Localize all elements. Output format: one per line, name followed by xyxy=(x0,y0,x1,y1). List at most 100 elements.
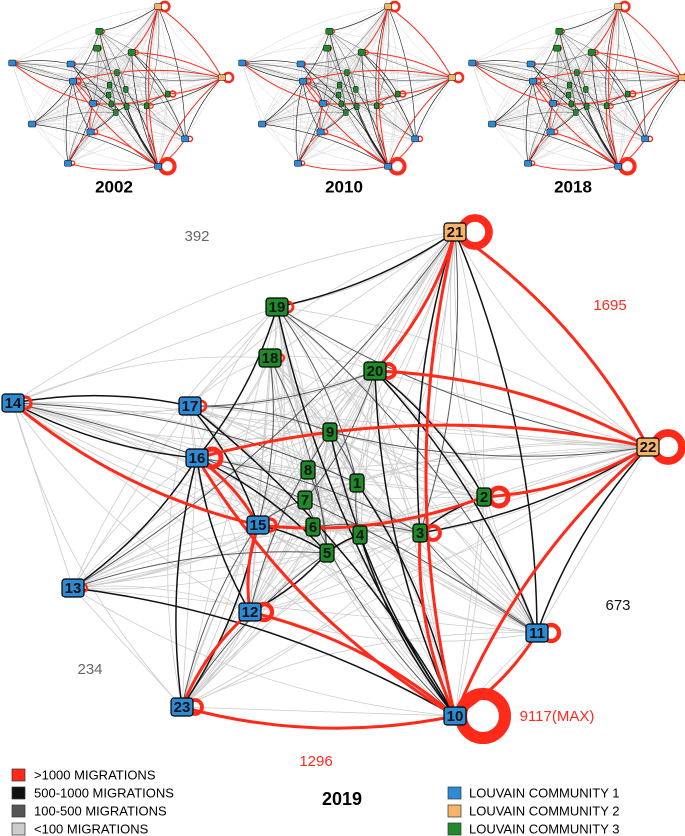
edge xyxy=(559,31,682,78)
legend-swatch xyxy=(11,768,26,782)
edge xyxy=(293,63,301,164)
node xyxy=(677,74,685,81)
node xyxy=(296,60,305,68)
edge xyxy=(359,370,376,536)
edge xyxy=(126,77,222,107)
node xyxy=(636,437,660,457)
node xyxy=(353,86,359,93)
edge xyxy=(31,6,159,125)
edge xyxy=(68,163,159,167)
edge xyxy=(527,162,619,171)
edge xyxy=(31,31,100,125)
edge xyxy=(492,123,619,167)
legend-swatch xyxy=(11,822,26,836)
edge xyxy=(93,103,186,140)
edge xyxy=(376,6,389,106)
edge xyxy=(586,6,619,107)
edge xyxy=(67,81,74,164)
node-label: 19 xyxy=(269,299,286,316)
edge xyxy=(387,6,452,78)
edge xyxy=(181,431,331,708)
node xyxy=(584,103,590,110)
node xyxy=(555,28,564,35)
edge xyxy=(300,63,416,140)
edge xyxy=(617,6,646,139)
edge xyxy=(12,60,71,65)
edge xyxy=(148,6,159,167)
edge xyxy=(72,69,222,82)
edge xyxy=(374,370,485,498)
edge xyxy=(320,6,389,133)
edge xyxy=(242,62,263,125)
edge xyxy=(397,77,453,95)
edge xyxy=(346,72,389,167)
edge xyxy=(559,31,646,140)
edge xyxy=(131,52,186,139)
node xyxy=(238,602,262,622)
edge xyxy=(591,6,619,53)
edge xyxy=(12,62,186,140)
node xyxy=(352,525,368,545)
edge xyxy=(329,431,456,717)
node xyxy=(374,102,380,110)
edge xyxy=(72,405,191,589)
edge xyxy=(242,31,330,64)
edge xyxy=(415,77,453,139)
edge xyxy=(116,72,159,167)
edge xyxy=(72,446,649,589)
node xyxy=(443,222,467,242)
thumb-title: 2010 xyxy=(325,177,363,196)
node xyxy=(625,90,631,98)
edge xyxy=(472,62,551,133)
edge xyxy=(72,587,456,717)
edge xyxy=(116,72,222,82)
edge xyxy=(530,63,619,167)
edge xyxy=(645,77,683,139)
edge xyxy=(185,77,223,139)
edge xyxy=(12,306,278,404)
edge xyxy=(99,6,159,32)
legend-label: 500-1000 MIGRATIONS xyxy=(34,785,174,800)
edge xyxy=(262,123,389,167)
edge xyxy=(196,423,649,460)
edge xyxy=(242,62,416,140)
edge xyxy=(472,62,493,125)
edge xyxy=(297,103,324,164)
node xyxy=(8,59,17,67)
edge xyxy=(491,80,534,125)
edge-label: 234 xyxy=(77,661,102,678)
edge xyxy=(419,231,456,534)
edge xyxy=(12,402,183,708)
edge xyxy=(189,405,538,634)
edge xyxy=(419,446,649,534)
edge xyxy=(99,31,186,140)
self-loop xyxy=(388,157,407,176)
edge xyxy=(131,52,186,139)
edge xyxy=(184,77,223,139)
edge xyxy=(472,6,619,64)
edge xyxy=(157,93,168,167)
node xyxy=(488,120,496,128)
edge xyxy=(189,405,456,717)
edge xyxy=(242,6,389,64)
edge xyxy=(586,106,619,167)
edge xyxy=(374,231,456,372)
edge xyxy=(131,52,168,95)
node-label: 4 xyxy=(356,527,365,544)
edge xyxy=(359,446,649,536)
node-label: 16 xyxy=(189,450,206,467)
edge xyxy=(346,72,452,82)
edge xyxy=(131,6,159,53)
edge xyxy=(72,587,538,634)
edge xyxy=(96,48,112,104)
edge xyxy=(181,231,456,708)
edge xyxy=(374,370,538,634)
edge xyxy=(359,534,456,717)
edge xyxy=(326,48,342,104)
node-label: 8 xyxy=(304,462,312,479)
edge xyxy=(472,62,529,164)
edge xyxy=(307,370,376,471)
edge xyxy=(528,163,619,167)
edge xyxy=(553,103,646,140)
edge xyxy=(90,6,159,133)
